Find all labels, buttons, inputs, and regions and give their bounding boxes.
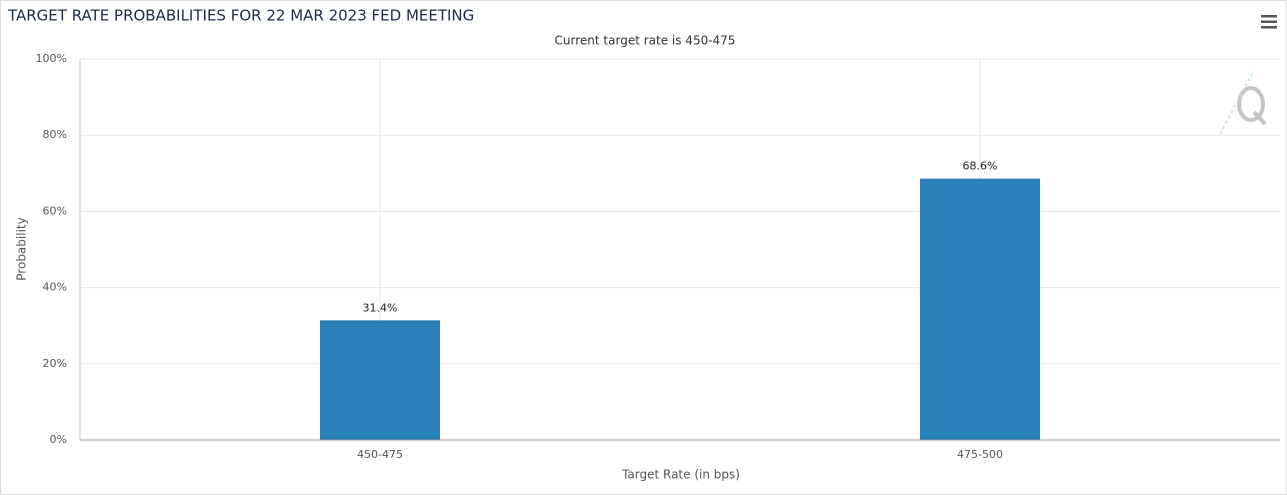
menu-bar	[1261, 15, 1277, 18]
y-tick-label: 20%	[43, 357, 67, 370]
x-tick-label: 450-475	[357, 448, 403, 461]
bar	[320, 320, 440, 440]
value-label: 31.4%	[363, 301, 398, 314]
menu-icon[interactable]	[1261, 15, 1277, 29]
y-axis-label: Probability	[15, 217, 29, 280]
watermark-logo	[1219, 69, 1267, 135]
y-tick-label: 60%	[43, 204, 67, 217]
y-tick-label: 40%	[43, 281, 67, 294]
y-tick-label: 80%	[43, 128, 67, 141]
x-axis-label: Target Rate (in bps)	[621, 468, 740, 482]
chart-subtitle: Current target rate is 450-475	[555, 34, 736, 48]
logo-tail	[1252, 110, 1267, 126]
logo-ring	[1237, 86, 1265, 122]
x-tick-label: 475-500	[957, 448, 1003, 461]
y-tick-label: 100%	[36, 52, 67, 65]
bar	[920, 178, 1040, 440]
chart-title: TARGET RATE PROBABILITIES FOR 22 MAR 202…	[7, 7, 474, 25]
logo-stripe	[1219, 69, 1255, 135]
menu-bar	[1261, 20, 1277, 23]
menu-bar	[1261, 26, 1277, 29]
y-tick-label: 0%	[50, 433, 67, 446]
value-label: 68.6%	[963, 160, 998, 173]
